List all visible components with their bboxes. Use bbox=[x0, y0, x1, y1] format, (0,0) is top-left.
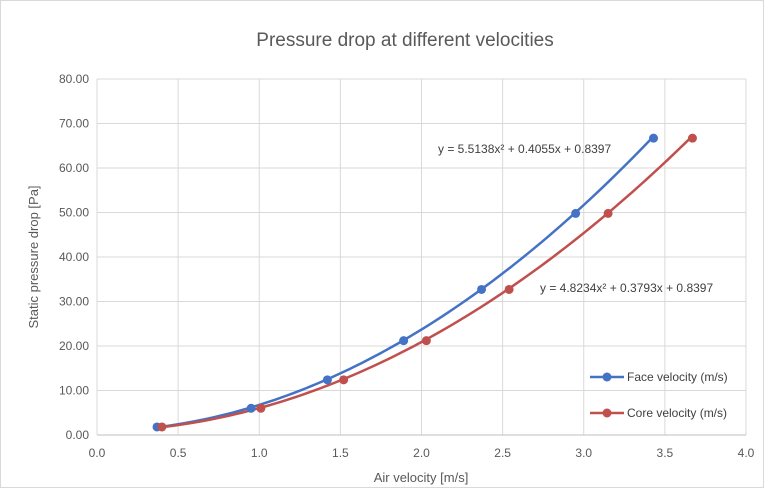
data-point-series-1 bbox=[157, 422, 167, 432]
y-tick-label: 0.00 bbox=[66, 428, 90, 442]
y-tick-label: 80.00 bbox=[59, 72, 89, 86]
x-tick-label: 0.5 bbox=[170, 446, 187, 460]
x-tick-label: 3.5 bbox=[657, 446, 674, 460]
data-point-series-0 bbox=[571, 208, 581, 218]
data-point-series-1 bbox=[504, 284, 514, 294]
y-tick-label: 70.00 bbox=[59, 117, 89, 131]
chart-title: Pressure drop at different velocities bbox=[256, 30, 553, 51]
y-axis-label: Static pressure drop [Pa] bbox=[26, 185, 41, 328]
data-point-series-1 bbox=[421, 336, 431, 346]
y-tick-label: 30.00 bbox=[59, 295, 89, 309]
data-point-series-1 bbox=[603, 208, 613, 218]
x-tick-label: 0.0 bbox=[89, 446, 106, 460]
x-tick-label: 4.0 bbox=[738, 446, 755, 460]
legend-item-face: Face velocity (m/s) bbox=[590, 370, 728, 384]
x-axis-label: Air velocity [m/s] bbox=[374, 470, 469, 485]
x-tick-label: 1.5 bbox=[332, 446, 349, 460]
core-trendline-equation: y = 4.8234x² + 0.3793x + 0.8397 bbox=[540, 281, 713, 295]
axes bbox=[96, 79, 746, 436]
data-point-series-0 bbox=[477, 284, 487, 294]
legend-label-core: Core velocity (m/s) bbox=[627, 406, 727, 420]
x-tick-labels: 0.0 0.5 1.0 1.5 2.0 2.5 3.0 3.5 4.0 bbox=[89, 446, 755, 460]
y-tick-label: 50.00 bbox=[59, 206, 89, 220]
face-trendline-equation: y = 5.5138x² + 0.4055x + 0.8397 bbox=[438, 142, 611, 156]
data-point-series-0 bbox=[649, 133, 659, 143]
data-points bbox=[152, 133, 697, 432]
data-point-series-1 bbox=[339, 375, 349, 385]
legend-marker-core bbox=[602, 408, 612, 418]
data-point-series-1 bbox=[256, 403, 266, 413]
y-tick-label: 10.00 bbox=[59, 384, 89, 398]
grid-lines bbox=[97, 78, 747, 435]
legend-marker-face bbox=[602, 372, 612, 382]
y-tick-label: 20.00 bbox=[59, 339, 89, 353]
y-tick-labels: 0.00 10.00 20.00 30.00 40.00 50.00 60.00 70.00 8… bbox=[59, 72, 89, 442]
x-tick-label: 3.0 bbox=[575, 446, 592, 460]
data-point-series-0 bbox=[322, 375, 332, 385]
data-point-series-0 bbox=[399, 336, 409, 346]
data-point-series-0 bbox=[246, 403, 256, 413]
x-tick-label: 2.5 bbox=[494, 446, 511, 460]
legend-label-face: Face velocity (m/s) bbox=[627, 370, 728, 384]
y-tick-label: 40.00 bbox=[59, 250, 89, 264]
x-tick-label: 1.0 bbox=[251, 446, 268, 460]
x-tick-label: 2.0 bbox=[413, 446, 430, 460]
legend-item-core: Core velocity (m/s) bbox=[590, 406, 727, 420]
y-tick-label: 60.00 bbox=[59, 161, 89, 175]
legend: Face velocity (m/s) Core velocity (m/s) bbox=[590, 370, 728, 420]
data-point-series-1 bbox=[687, 133, 697, 143]
